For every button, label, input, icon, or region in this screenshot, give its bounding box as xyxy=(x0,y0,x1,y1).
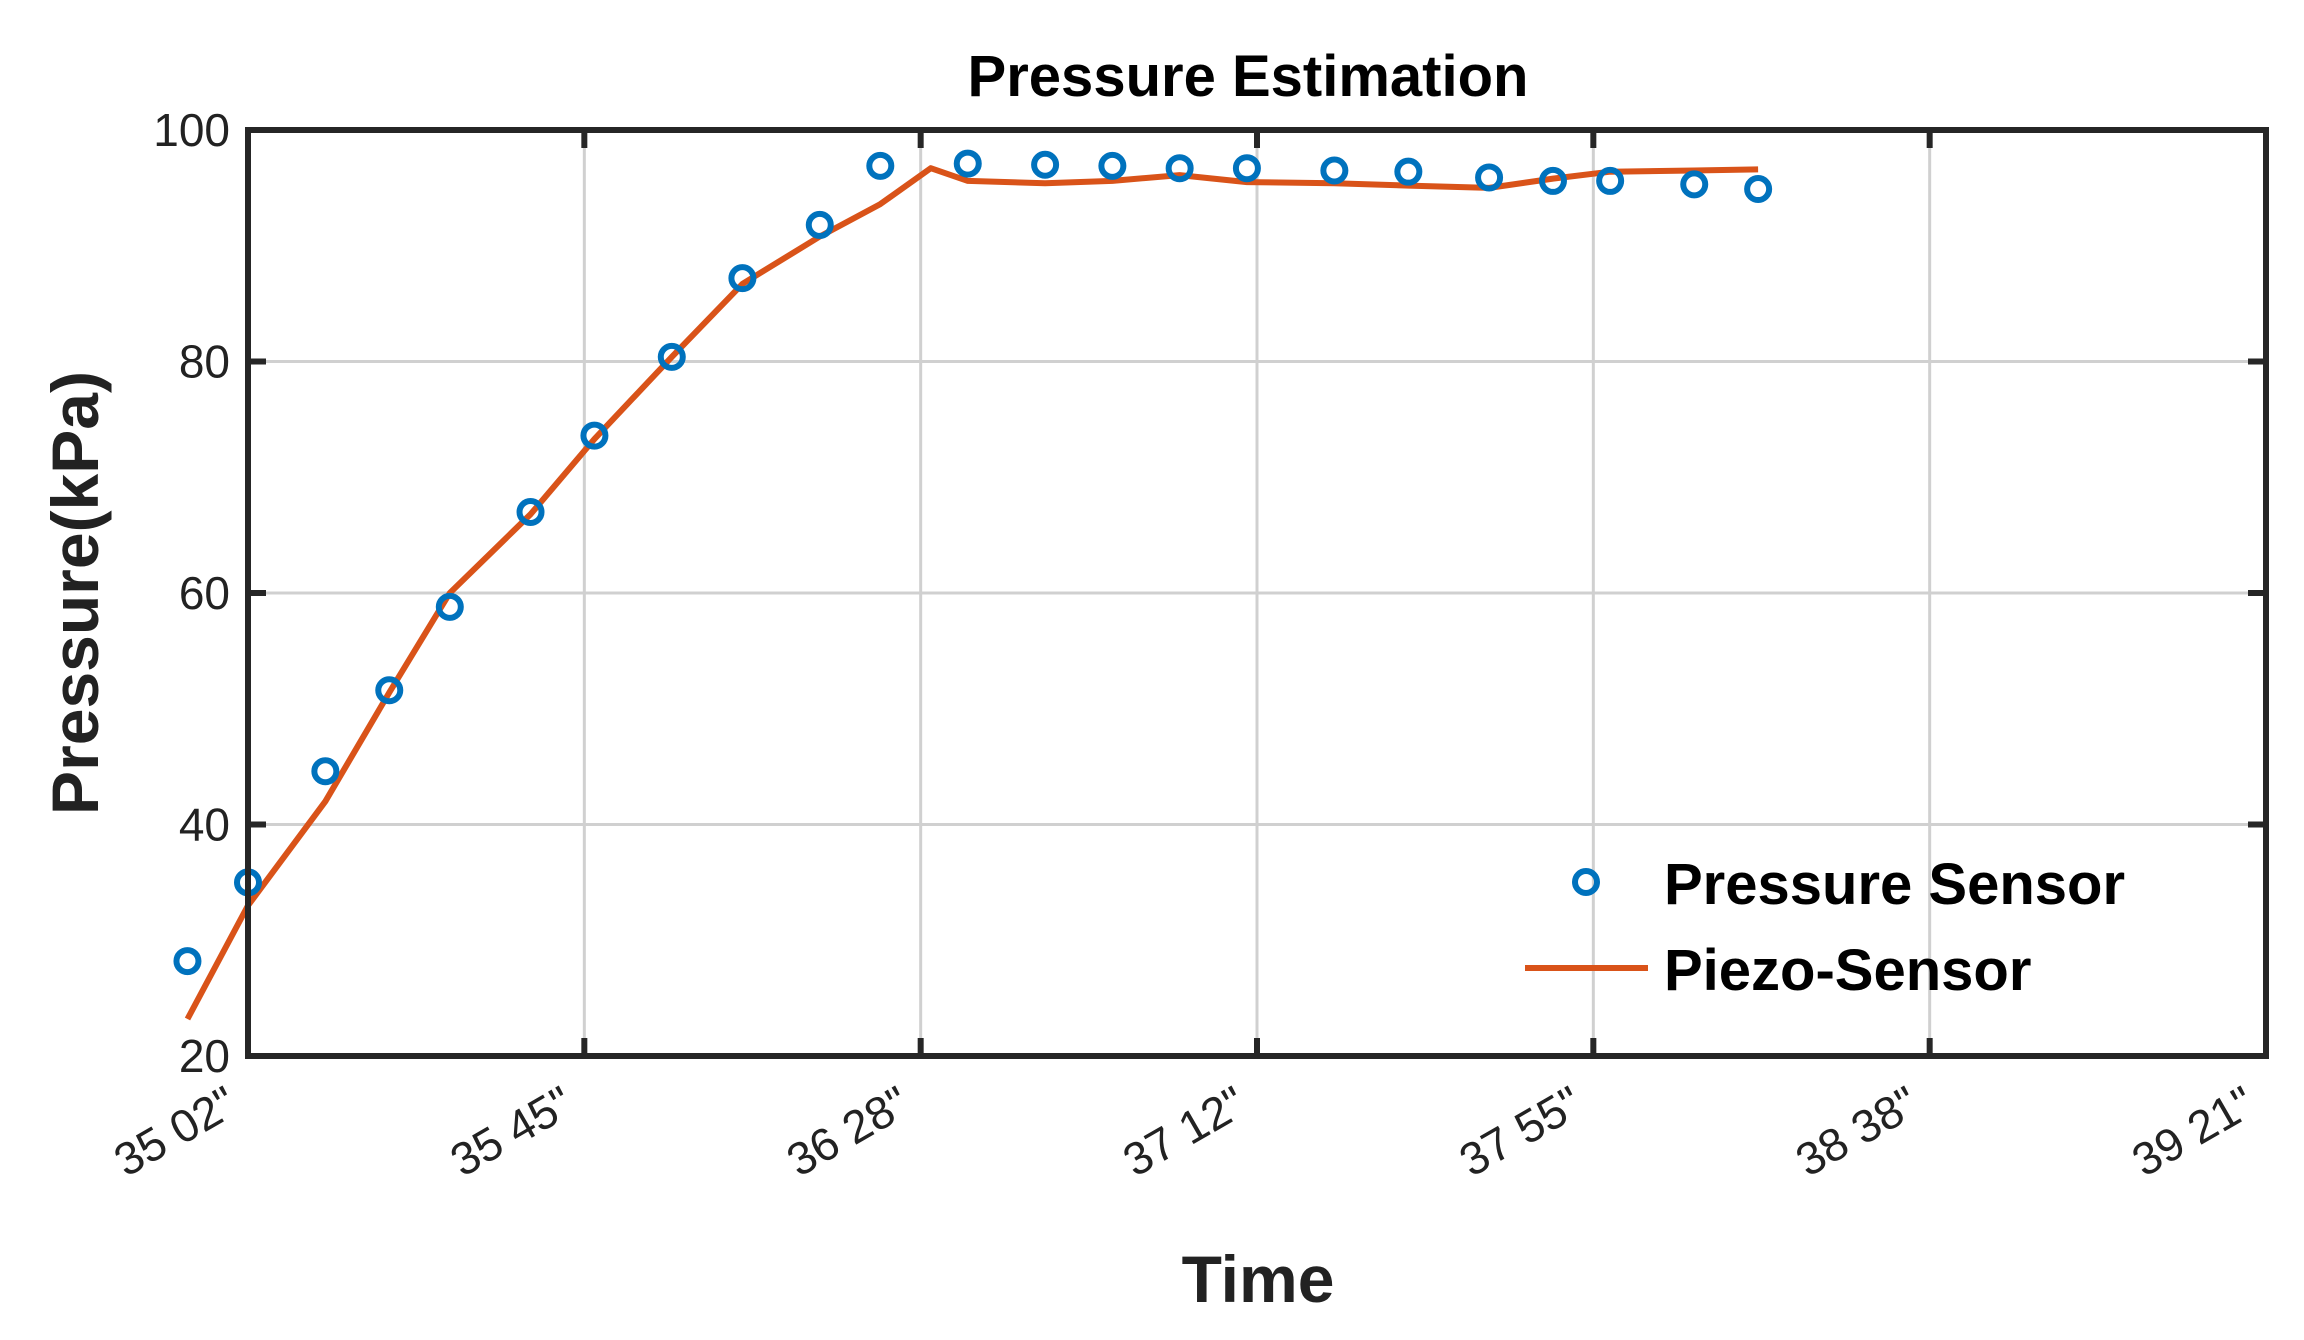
x-tick-label: 36 28" xyxy=(778,1076,918,1187)
data-point-pressure-sensor xyxy=(1098,151,1127,180)
data-point-pressure-sensor xyxy=(1320,156,1349,185)
x-tick-label: 37 55" xyxy=(1450,1076,1590,1187)
data-point-pressure-sensor xyxy=(1031,150,1060,179)
y-tick-label: 60 xyxy=(179,567,230,619)
data-point-pressure-sensor xyxy=(728,264,757,293)
y-tick-label: 80 xyxy=(179,336,230,388)
legend: Pressure Sensor Piezo-Sensor xyxy=(1525,852,2125,1003)
data-point-pressure-sensor xyxy=(173,947,202,976)
data-point-pressure-sensor xyxy=(805,210,834,239)
x-tick-label: 37 12" xyxy=(1114,1076,1254,1187)
data-point-pressure-sensor xyxy=(580,421,609,450)
y-tick-label: 20 xyxy=(179,1030,230,1082)
x-axis-label: Time xyxy=(1182,1242,1335,1316)
x-tick-label: 35 02" xyxy=(105,1076,245,1187)
data-point-pressure-sensor xyxy=(1538,166,1567,195)
data-point-pressure-sensor xyxy=(1475,163,1504,192)
data-point-pressure-sensor xyxy=(866,151,895,180)
y-axis-label: Pressure(kPa) xyxy=(38,371,112,815)
data-point-pressure-sensor xyxy=(1680,170,1709,199)
data-point-pressure-sensor xyxy=(516,497,545,526)
legend-label-pressure-sensor: Pressure Sensor xyxy=(1664,852,2125,917)
data-point-pressure-sensor xyxy=(375,676,404,705)
ticks xyxy=(245,127,2269,1059)
x-tick-label: 39 21" xyxy=(2123,1076,2263,1187)
legend-marker-pressure-sensor xyxy=(1572,868,1600,896)
y-tick-label: 100 xyxy=(153,104,230,156)
grid xyxy=(248,130,2266,1056)
data-point-pressure-sensor xyxy=(1744,175,1773,204)
data-point-pressure-sensor xyxy=(1394,157,1423,186)
x-tick-label: 38 38" xyxy=(1787,1076,1927,1187)
data-point-pressure-sensor xyxy=(311,757,340,786)
tick-labels: 35 02" 35 45" 36 28" 37 12" 37 55" 38 38" 39 2… xyxy=(105,104,2263,1186)
x-tick-label: 35 45" xyxy=(441,1076,581,1187)
data-point-pressure-sensor xyxy=(435,592,464,621)
plot-markers xyxy=(173,149,1773,976)
chart-title: Pressure Estimation xyxy=(968,44,1529,109)
legend-label-piezo-sensor: Piezo-Sensor xyxy=(1664,938,2031,1003)
data-point-pressure-sensor xyxy=(1596,166,1625,195)
y-tick-label: 40 xyxy=(179,799,230,851)
data-point-pressure-sensor xyxy=(1165,154,1194,183)
data-point-pressure-sensor xyxy=(1232,154,1261,183)
data-point-pressure-sensor xyxy=(953,149,982,178)
data-point-pressure-sensor xyxy=(657,342,686,371)
